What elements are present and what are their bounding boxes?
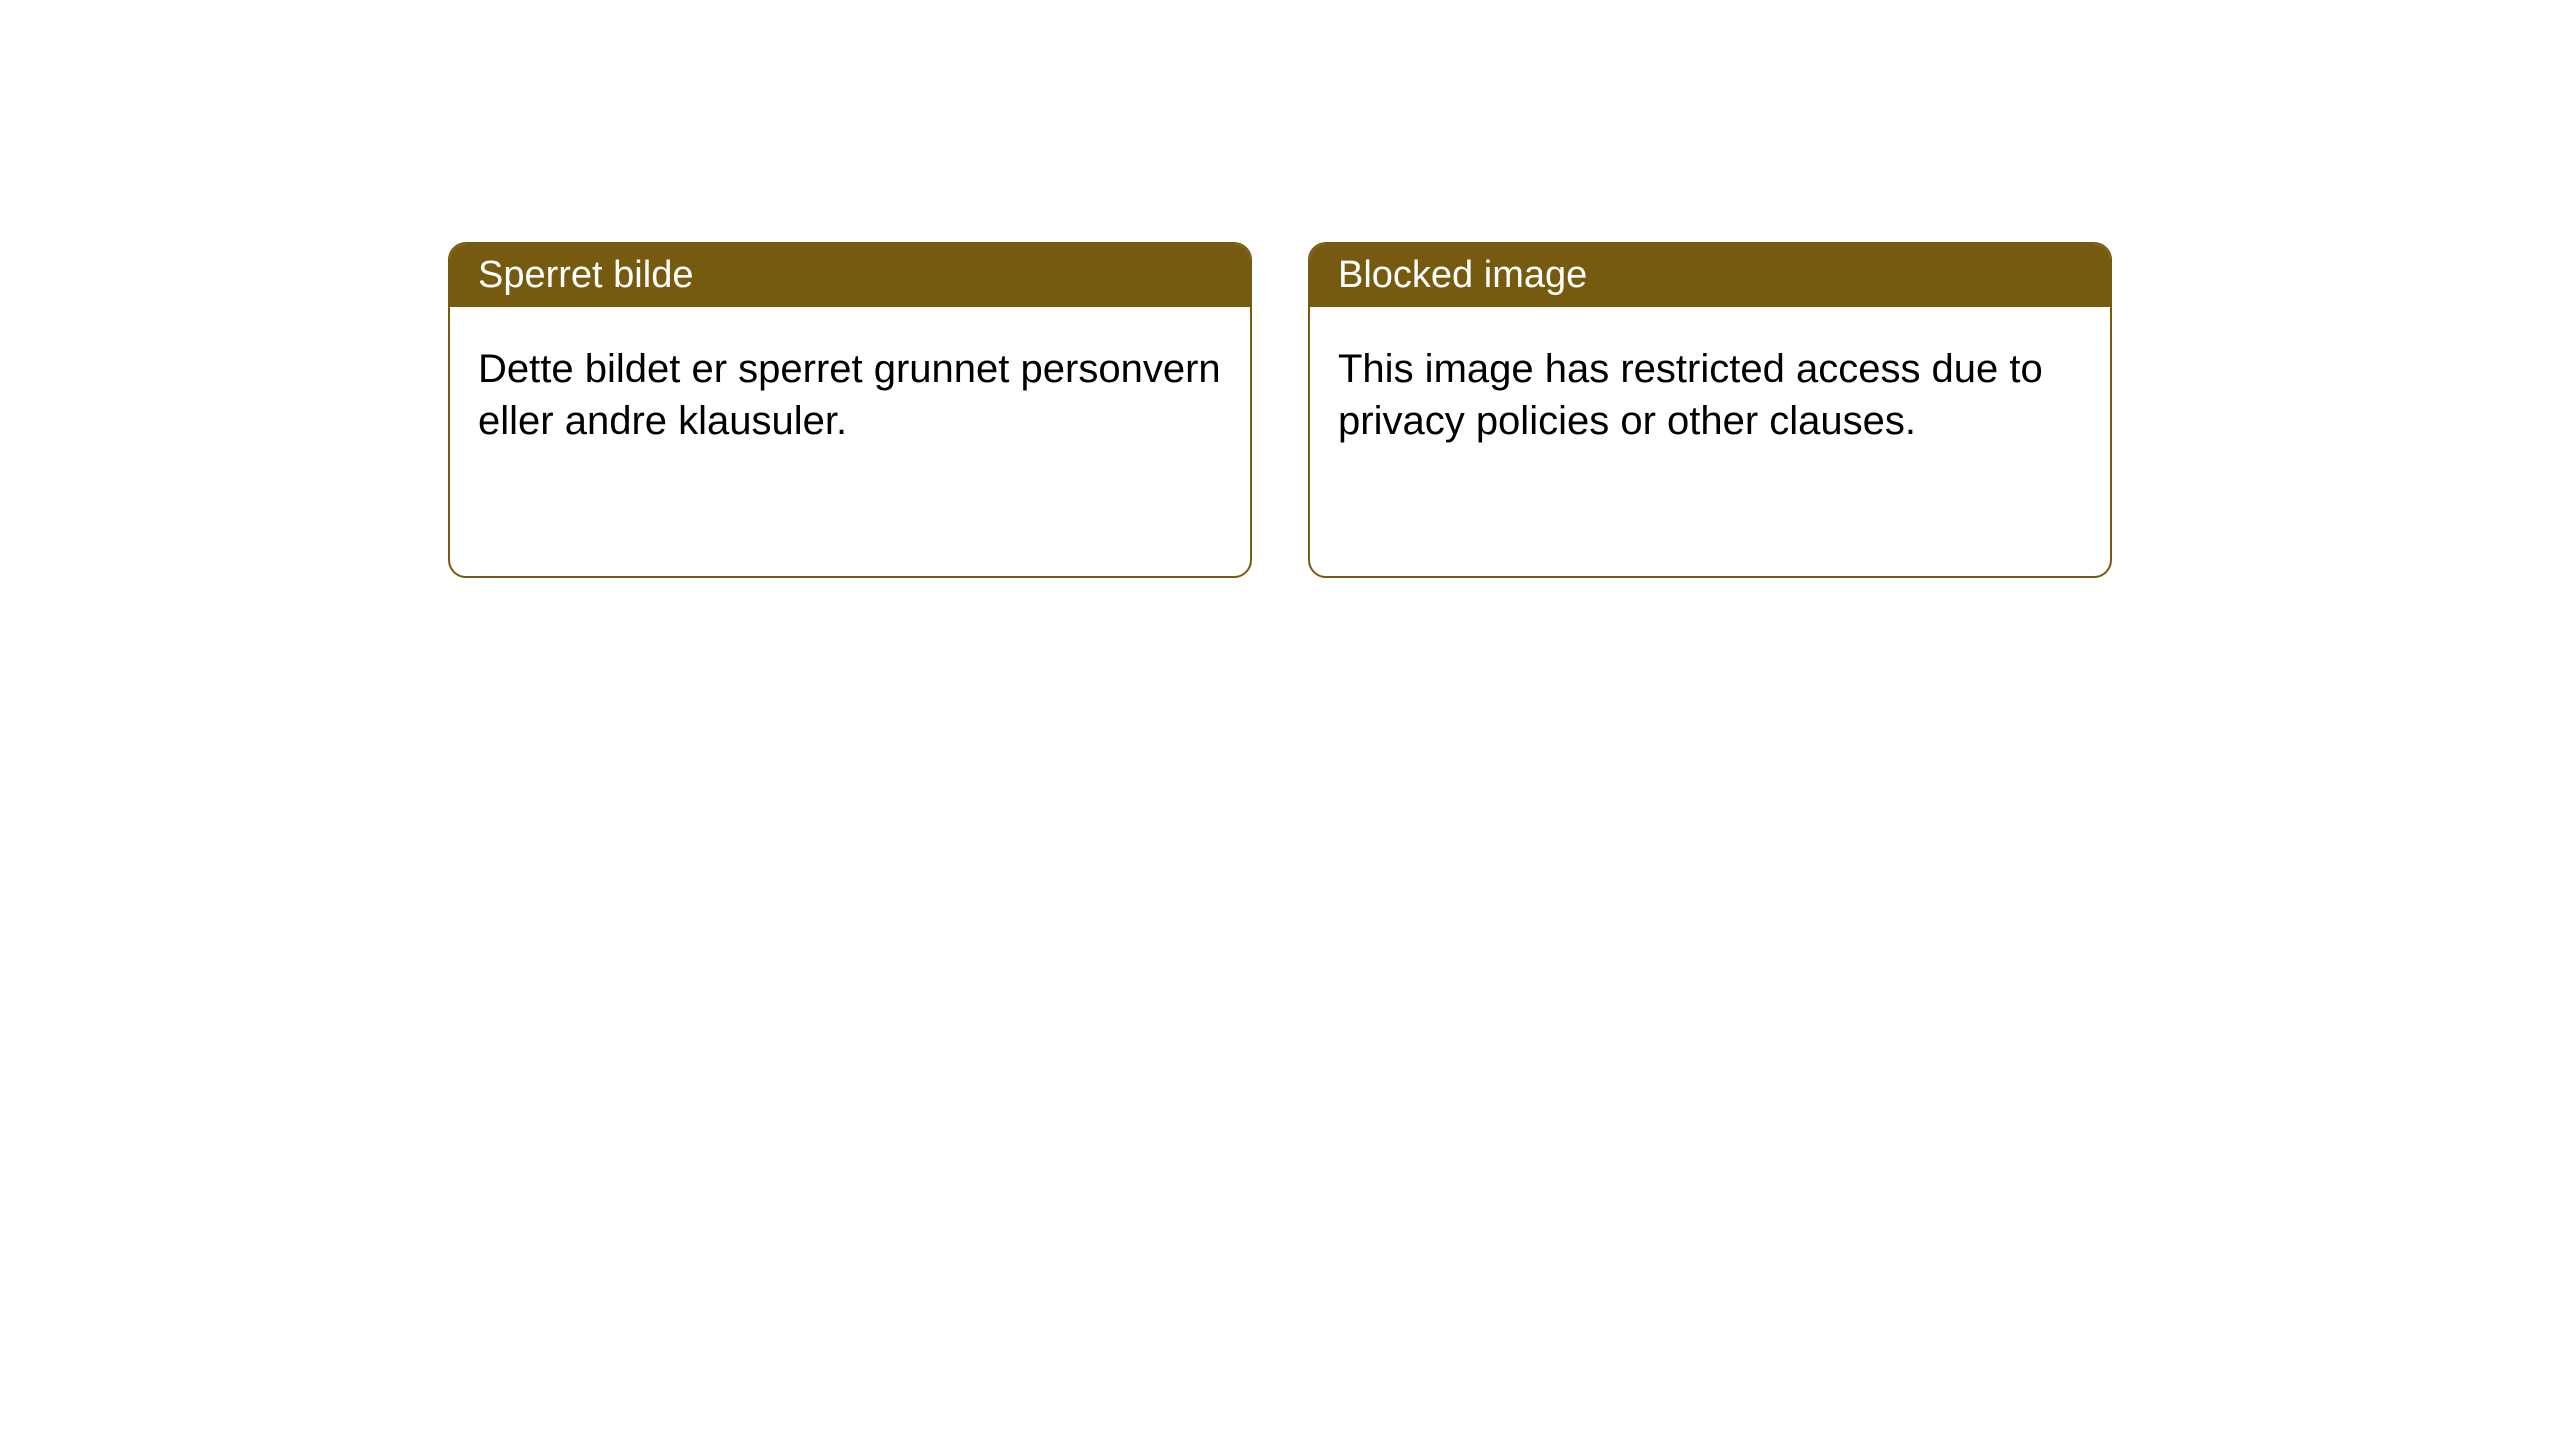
notice-card-english: Blocked image This image has restricted … [1308,242,2112,578]
notice-title: Sperret bilde [450,244,1250,307]
notice-body: Dette bildet er sperret grunnet personve… [450,307,1250,483]
notice-title: Blocked image [1310,244,2110,307]
notice-container: Sperret bilde Dette bildet er sperret gr… [0,0,2560,578]
notice-card-norwegian: Sperret bilde Dette bildet er sperret gr… [448,242,1252,578]
notice-body: This image has restricted access due to … [1310,307,2110,483]
